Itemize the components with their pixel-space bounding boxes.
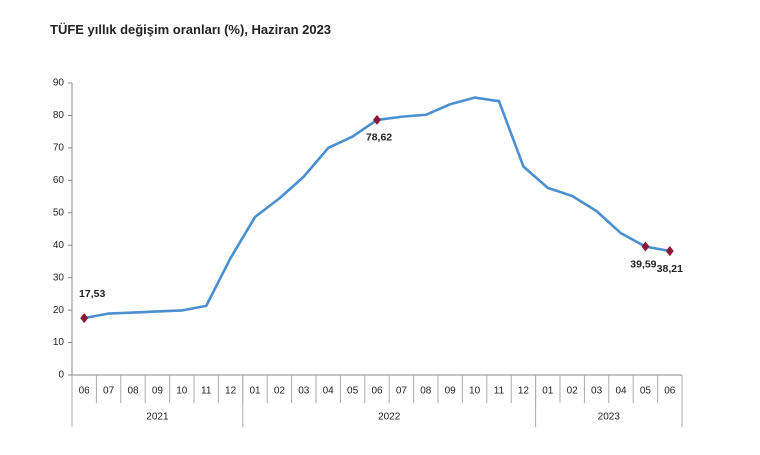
marker <box>80 313 89 324</box>
marker <box>373 114 381 125</box>
x-tick-label: 04 <box>615 386 627 397</box>
x-tick-label: 02 <box>567 386 579 397</box>
y-tick-label: 50 <box>53 207 65 218</box>
x-tick-label: 11 <box>201 386 212 397</box>
value-label: 78,62 <box>366 132 392 144</box>
x-tick-label: 12 <box>518 386 530 397</box>
x-tick-label: 11 <box>494 386 505 397</box>
x-tick-label: 10 <box>176 386 188 397</box>
chart-title: TÜFE yıllık değişim oranları (%), Hazira… <box>50 22 331 37</box>
x-tick-label: 03 <box>298 386 310 397</box>
x-tick-label: 12 <box>225 386 237 397</box>
x-tick-label: 05 <box>640 386 652 397</box>
x-tick-label: 06 <box>371 386 383 397</box>
y-tick-label: 80 <box>53 110 65 121</box>
line-series <box>83 96 671 320</box>
y-tick-label: 70 <box>53 143 65 154</box>
x-tick-label: 08 <box>127 386 139 397</box>
x-tick-label: 06 <box>79 386 91 397</box>
x-tick-label: 08 <box>420 386 432 397</box>
y-tick-label: 90 <box>53 78 65 89</box>
marker <box>641 241 650 252</box>
x-tick-label: 06 <box>664 386 676 397</box>
x-tick-label: 07 <box>103 386 115 397</box>
x-tick-label: 09 <box>152 386 164 397</box>
group-label: 2022 <box>378 412 401 423</box>
y-tick-label: 10 <box>53 337 65 348</box>
x-tick-label: 04 <box>323 386 335 397</box>
x-tick-label: 05 <box>347 386 359 397</box>
x-tick-label: 02 <box>274 386 286 397</box>
y-tick-label: 20 <box>53 305 65 316</box>
x-tick-label: 10 <box>469 386 481 397</box>
y-tick-label: 0 <box>58 370 64 381</box>
x-tick-label: 07 <box>396 386 408 397</box>
value-label: 38,21 <box>657 263 683 275</box>
x-tick-label: 03 <box>591 386 603 397</box>
x-tick-label: 01 <box>542 386 554 397</box>
marker <box>665 246 674 257</box>
group-label: 2021 <box>146 412 169 423</box>
x-tick-label: 01 <box>249 386 261 397</box>
y-tick-label: 40 <box>53 240 65 251</box>
y-tick-label: 60 <box>53 175 65 186</box>
x-tick-label: 09 <box>445 386 457 397</box>
group-label: 2023 <box>598 412 621 423</box>
value-label: 17,53 <box>79 288 105 300</box>
y-tick-label: 30 <box>53 272 65 283</box>
value-label: 39,59 <box>630 258 656 270</box>
